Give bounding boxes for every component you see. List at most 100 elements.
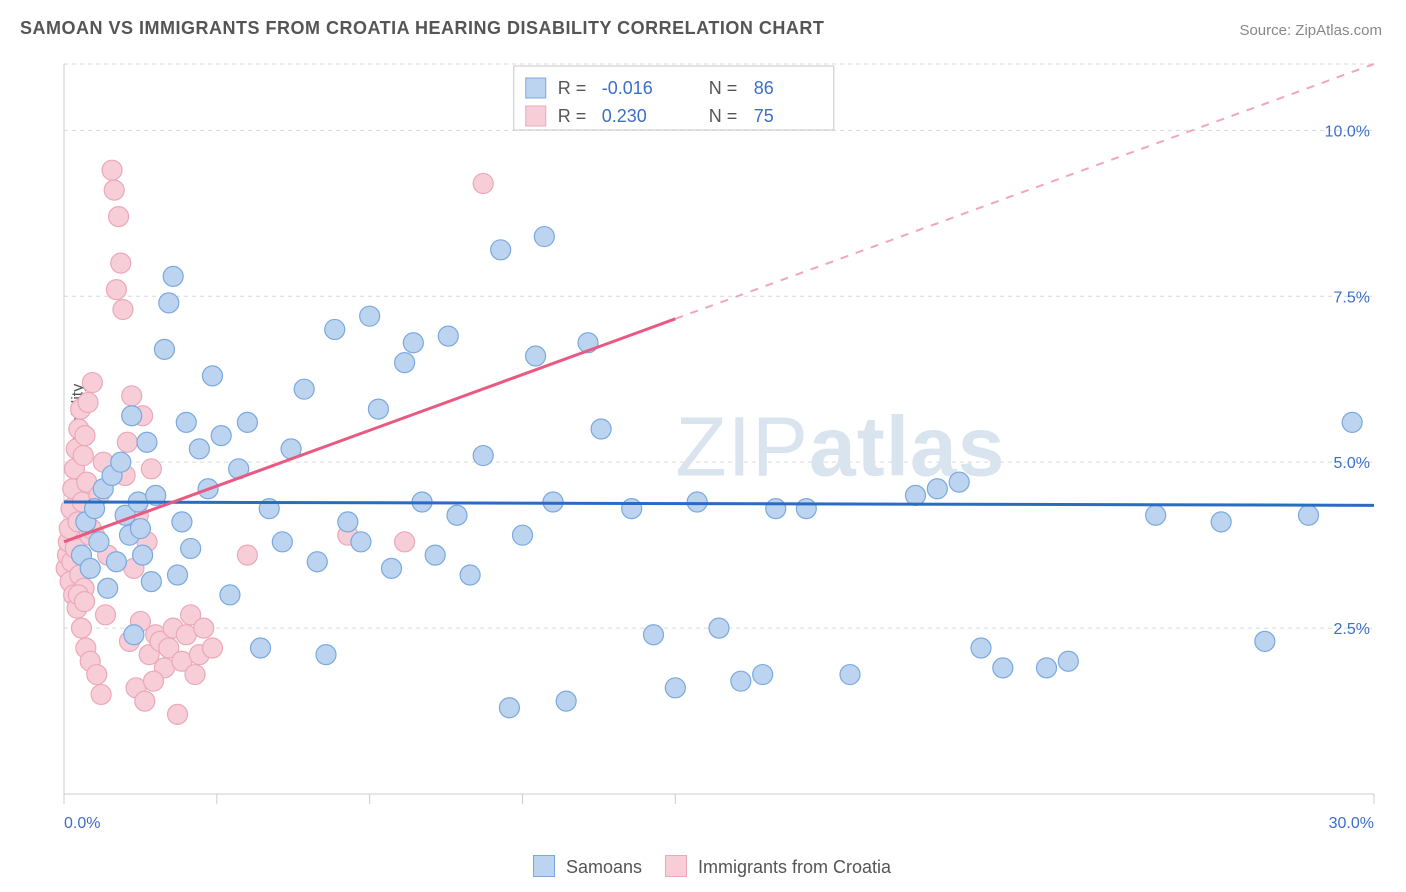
scatter-point [89,532,109,552]
scatter-point [395,532,415,552]
scatter-point [526,346,546,366]
scatter-point [154,339,174,359]
scatter-point [993,658,1013,678]
scatter-point [181,538,201,558]
scatter-point [753,665,773,685]
scatter-point [307,552,327,572]
scatter-point [351,532,371,552]
scatter-point [78,392,98,412]
scatter-point [665,678,685,698]
scatter-point [189,439,209,459]
scatter-point [106,280,126,300]
scatter-point [82,373,102,393]
scatter-point [106,552,126,572]
scatter-point [144,671,164,691]
scatter-point [513,525,533,545]
scatter-point [237,545,257,565]
scatter-point [135,691,155,711]
scatter-point [111,253,131,273]
chart-source: Source: ZipAtlas.com [1239,22,1382,39]
scatter-point [117,432,137,452]
scatter-point [840,665,860,685]
stats-swatch [526,106,546,126]
scatter-point [133,545,153,565]
scatter-point [122,386,142,406]
plot-area: 2.5%5.0%7.5%10.0%ZIPatlas0.0%30.0%R =-0.… [54,52,1386,832]
scatter-point [438,326,458,346]
scatter-point [109,207,129,227]
x-tick-label: 0.0% [64,815,100,832]
stats-r-label: R = [558,106,587,126]
scatter-point [141,459,161,479]
scatter-point [491,240,511,260]
scatter-point [395,353,415,373]
scatter-point [202,366,222,386]
scatter-point [338,512,358,532]
scatter-point [1211,512,1231,532]
scatter-point [1342,412,1362,432]
stats-r-label: R = [558,78,587,98]
scatter-point [168,704,188,724]
scatter-point [927,479,947,499]
scatter-point [172,512,192,532]
scatter-point [73,446,93,466]
scatter-point [130,519,150,539]
scatter-point [237,412,257,432]
scatter-point [111,452,131,472]
y-tick-label: 2.5% [1334,621,1370,638]
y-tick-label: 5.0% [1334,455,1370,472]
scatter-point [163,266,183,286]
scatter-point [75,426,95,446]
scatter-point [98,578,118,598]
scatter-point [368,399,388,419]
scatter-point [906,485,926,505]
legend-label-samoans: Samoans [566,857,642,877]
scatter-point [220,585,240,605]
scatter-point [325,319,345,339]
scatter-chart: 2.5%5.0%7.5%10.0%ZIPatlas0.0%30.0%R =-0.… [54,52,1386,832]
stats-n-label: N = [709,78,738,98]
scatter-point [71,618,91,638]
scatter-point [382,558,402,578]
scatter-point [1299,505,1319,525]
y-tick-label: 10.0% [1325,123,1370,140]
scatter-point [425,545,445,565]
scatter-point [360,306,380,326]
scatter-point [796,499,816,519]
scatter-point [102,160,122,180]
scatter-point [644,625,664,645]
scatter-point [124,625,144,645]
scatter-point [473,173,493,193]
scatter-point [316,645,336,665]
scatter-point [272,532,292,552]
legend-swatch-samoans [533,855,555,877]
scatter-point [1146,505,1166,525]
scatter-point [75,592,95,612]
scatter-point [731,671,751,691]
stats-n-value: 86 [754,78,774,98]
scatter-point [80,558,100,578]
scatter-point [534,227,554,247]
scatter-point [185,665,205,685]
scatter-point [949,472,969,492]
scatter-point [176,412,196,432]
scatter-point [1255,631,1275,651]
scatter-point [137,432,157,452]
stats-r-value: 0.230 [602,106,647,126]
scatter-point [87,665,107,685]
scatter-point [971,638,991,658]
scatter-point [113,300,133,320]
scatter-point [122,406,142,426]
x-tick-label: 30.0% [1329,815,1374,832]
y-tick-label: 7.5% [1334,289,1370,306]
scatter-point [194,618,214,638]
scatter-point [766,499,786,519]
stats-n-label: N = [709,106,738,126]
scatter-point [1037,658,1057,678]
scatter-point [447,505,467,525]
scatter-point [622,499,642,519]
scatter-point [556,691,576,711]
scatter-point [294,379,314,399]
scatter-point [141,572,161,592]
legend-label-croatia: Immigrants from Croatia [698,857,891,877]
